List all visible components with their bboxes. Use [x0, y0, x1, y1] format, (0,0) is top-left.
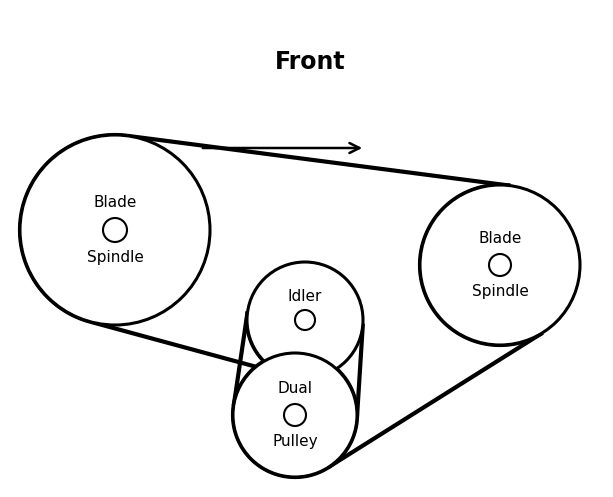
Circle shape — [295, 310, 315, 330]
Circle shape — [233, 353, 357, 477]
Text: Front: Front — [275, 50, 345, 74]
Text: Blade: Blade — [93, 195, 137, 210]
Text: Dual: Dual — [278, 381, 313, 396]
Circle shape — [284, 404, 306, 426]
Text: Blade: Blade — [478, 231, 522, 246]
Text: Spindle: Spindle — [86, 250, 143, 265]
Circle shape — [20, 135, 210, 325]
Circle shape — [103, 218, 127, 242]
Circle shape — [420, 185, 580, 345]
Text: Idler: Idler — [288, 289, 322, 304]
Circle shape — [489, 254, 511, 276]
Text: Pulley: Pulley — [272, 434, 318, 449]
Text: Spindle: Spindle — [471, 284, 528, 299]
Circle shape — [247, 262, 363, 378]
